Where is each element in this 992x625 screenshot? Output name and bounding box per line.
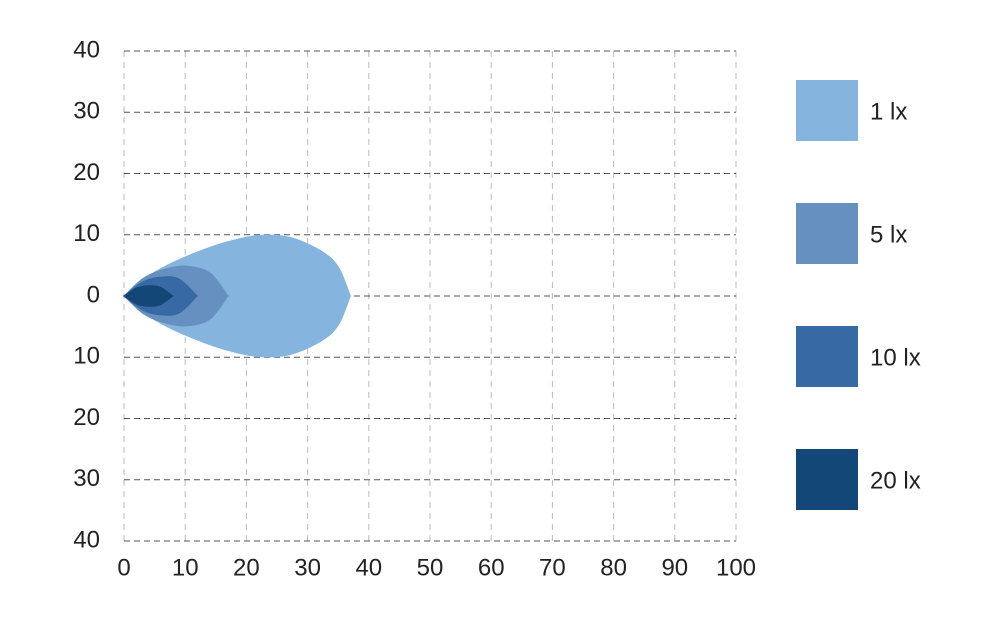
legend-label: 1 lx xyxy=(870,98,907,125)
y-tick-label: 0 xyxy=(87,281,100,308)
x-tick-label: 100 xyxy=(716,554,756,581)
x-tick-label: 50 xyxy=(417,554,444,581)
y-tick-label: 10 xyxy=(73,220,100,247)
x-tick-label: 10 xyxy=(172,554,199,581)
x-tick-label: 20 xyxy=(233,554,260,581)
isolux-area xyxy=(122,285,175,297)
x-tick-label: 0 xyxy=(117,554,130,581)
x-tick-label: 80 xyxy=(600,554,627,581)
y-tick-label: 30 xyxy=(73,98,100,125)
x-tick-label: 30 xyxy=(294,554,321,581)
legend-label: 10 lx xyxy=(870,344,921,371)
legend-swatch xyxy=(796,80,858,141)
legend-swatch xyxy=(796,449,858,510)
legend-label: 5 lx xyxy=(870,221,907,248)
legend-label: 20 lx xyxy=(870,467,921,494)
legend-swatch xyxy=(796,326,858,387)
x-tick-label: 70 xyxy=(539,554,566,581)
isolux-area xyxy=(122,295,175,307)
y-tick-label: 10 xyxy=(73,343,100,370)
y-tick-label: 20 xyxy=(73,159,100,186)
y-tick-label: 40 xyxy=(73,526,100,553)
legend-swatch xyxy=(796,203,858,264)
x-tick-label: 60 xyxy=(478,554,505,581)
x-tick-label: 90 xyxy=(661,554,688,581)
y-tick-label: 20 xyxy=(73,404,100,431)
y-tick-label: 30 xyxy=(73,465,100,492)
x-tick-label: 40 xyxy=(355,554,382,581)
y-tick-label: 40 xyxy=(73,36,100,63)
